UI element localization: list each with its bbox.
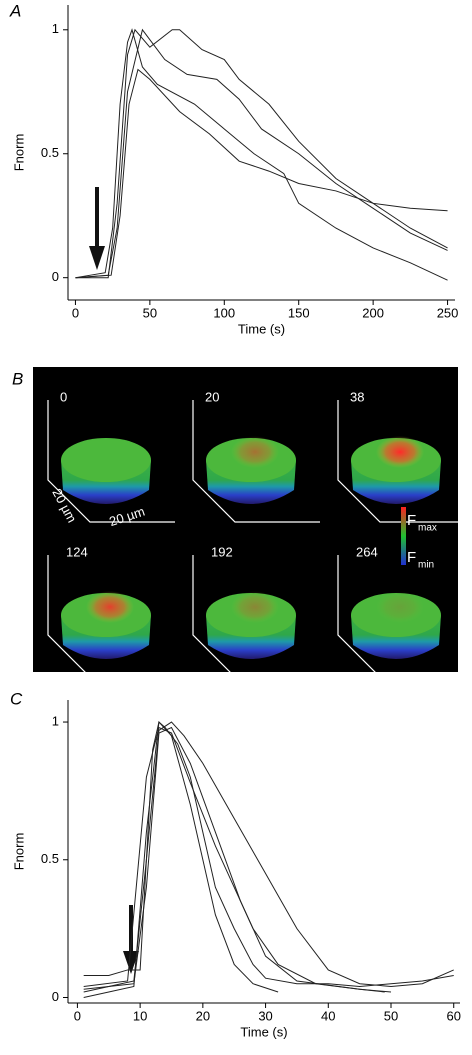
colorbar-label: max	[418, 523, 437, 534]
frame-axes	[337, 400, 465, 523]
colorbar-label: F	[407, 549, 416, 566]
surface-frame: 38	[337, 389, 465, 523]
surface-highlight	[86, 591, 134, 623]
frame-time: 20	[205, 389, 219, 404]
panel-label: A	[9, 1, 21, 20]
x-tick-label: 50	[384, 1008, 398, 1023]
data-line	[83, 726, 392, 993]
x-tick-label: 0	[72, 305, 79, 320]
frame-axes	[337, 555, 465, 678]
data-line	[75, 28, 448, 279]
surface-frame: 192	[192, 544, 320, 678]
y-tick-label: 1	[52, 21, 59, 36]
data-line	[83, 721, 454, 993]
x-tick-label: 100	[213, 305, 235, 320]
x-tick-label: 10	[133, 1008, 147, 1023]
panel-label: B	[12, 369, 23, 388]
surface-highlight	[231, 591, 279, 623]
frame-axes	[192, 400, 320, 523]
frame-axes	[192, 555, 320, 678]
x-axis-title: Time (s)	[240, 1024, 287, 1039]
surface-highlight	[376, 591, 424, 623]
surface-highlight	[376, 436, 424, 468]
data-line	[75, 28, 448, 281]
x-tick-label: 30	[258, 1008, 272, 1023]
frame-time: 38	[350, 389, 364, 404]
data-line	[75, 28, 448, 279]
frames: 0 20 38 124 192 264	[47, 389, 465, 678]
x-tick-label: 150	[288, 305, 310, 320]
y-tick-label: 0	[52, 989, 59, 1004]
frame-time: 192	[211, 544, 233, 559]
y-tick-label: 0.5	[41, 851, 59, 866]
x-tick-label: 20	[196, 1008, 210, 1023]
surface-highlight	[231, 436, 279, 468]
data-line	[83, 726, 385, 993]
x-tick-label: 50	[143, 305, 157, 320]
y-tick-label: 1	[52, 713, 59, 728]
panel-label: C	[10, 689, 23, 708]
surface-frame: 20	[192, 389, 320, 523]
y-axis-title: Fnorm	[11, 134, 26, 172]
surface-frame: 0	[47, 389, 175, 523]
data-line	[83, 721, 454, 987]
frame-axes	[47, 400, 175, 523]
x-tick-label: 200	[362, 305, 384, 320]
y-axis-title: Fnorm	[11, 833, 26, 871]
x-tick-label: 250	[437, 305, 459, 320]
y-tick-label: 0	[52, 269, 59, 284]
colorbar	[401, 507, 406, 565]
stimulus-arrow	[89, 187, 105, 270]
surface-frame: 264	[337, 544, 465, 678]
frame-time: 124	[66, 544, 88, 559]
x-tick-label: 40	[321, 1008, 335, 1023]
colorbar-label: min	[418, 560, 434, 571]
frame-time: 0	[60, 389, 67, 404]
y-tick-label: 0.5	[41, 145, 59, 160]
data-line	[75, 68, 448, 279]
surface-frame: 124	[47, 544, 175, 678]
surface-top	[61, 438, 151, 482]
frame-axes	[47, 555, 175, 678]
colorbar-label: F	[407, 512, 416, 529]
frame-time: 264	[356, 544, 378, 559]
data-line	[83, 720, 279, 998]
x-axis-title: Time (s)	[238, 321, 285, 336]
x-tick-label: 0	[74, 1008, 81, 1023]
x-tick-label: 60	[446, 1008, 460, 1023]
